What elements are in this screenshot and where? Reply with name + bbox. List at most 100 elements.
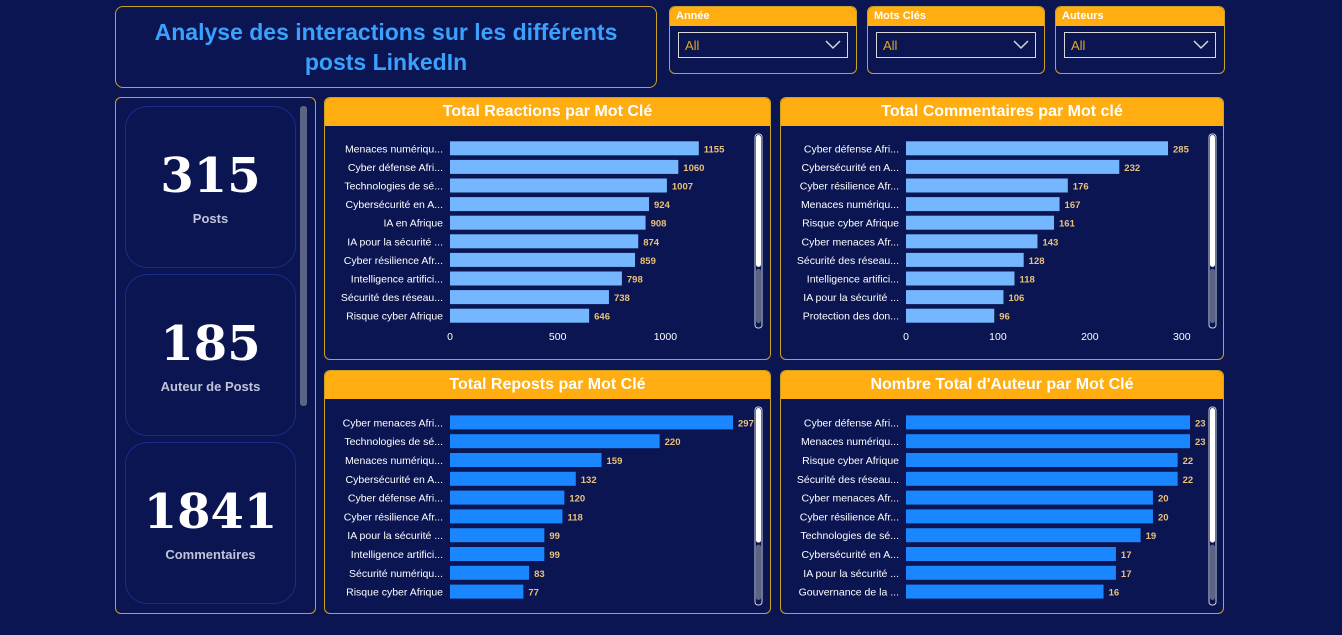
scrollbar-thumb[interactable] (1210, 135, 1215, 267)
kpi-auteurs-value: 185 (160, 315, 261, 372)
bar[interactable] (450, 234, 639, 249)
slicer-annee-dropdown[interactable]: All (678, 32, 848, 58)
kpi-scrollbar[interactable] (300, 106, 307, 406)
bar[interactable] (450, 490, 565, 505)
category-label: Menaces numériqu... (801, 436, 899, 448)
slicer-mots-cles-value: All (883, 37, 898, 53)
bar[interactable] (450, 528, 545, 543)
category-label: Cyber résilience Afr... (344, 255, 443, 267)
bar[interactable] (906, 415, 1190, 430)
data-label: 143 (1042, 237, 1058, 248)
data-label: 132 (581, 475, 597, 486)
category-label: IA en Afrique (383, 218, 443, 230)
bar[interactable] (906, 547, 1116, 561)
chart-title-commentaires: Total Commentaires par Mot clé (781, 98, 1223, 126)
bar[interactable] (906, 471, 1178, 486)
category-label: Cyber résilience Afr... (800, 511, 899, 523)
bar[interactable] (450, 434, 660, 449)
chart-panel-commentaires: Total Commentaires par Mot clé Cyber déf… (780, 97, 1224, 360)
scrollbar-track[interactable] (754, 133, 763, 329)
scrollbar-track[interactable] (1208, 406, 1217, 606)
bar[interactable] (450, 547, 545, 561)
tick-label: 1000 (654, 331, 678, 343)
bar[interactable] (450, 197, 650, 212)
data-label: 285 (1173, 144, 1190, 155)
data-label: 17 (1121, 569, 1132, 580)
data-label: 297 (738, 418, 754, 429)
tick-label: 200 (1081, 331, 1099, 343)
bar[interactable] (906, 290, 1004, 305)
scrollbar-track[interactable] (1208, 133, 1217, 329)
bar[interactable] (450, 252, 636, 267)
bar[interactable] (450, 290, 609, 305)
category-label: Menaces numériqu... (801, 199, 899, 211)
data-label: 77 (528, 588, 539, 599)
bar[interactable] (450, 453, 602, 467)
slicer-annee-label: Année (670, 7, 856, 26)
bar[interactable] (906, 159, 1120, 174)
scrollbar-thumb[interactable] (756, 408, 761, 543)
data-label: 1060 (683, 163, 704, 174)
bar[interactable] (450, 271, 622, 286)
tick-label: 500 (549, 331, 567, 343)
bar[interactable] (450, 178, 667, 193)
bar[interactable] (450, 584, 524, 599)
scrollbar-thumb[interactable] (1210, 408, 1215, 543)
data-label: 220 (665, 437, 681, 448)
bar[interactable] (450, 471, 576, 486)
category-label: Intelligence artifici... (807, 274, 899, 286)
bar[interactable] (450, 141, 699, 156)
bar[interactable] (906, 308, 995, 323)
bar[interactable] (450, 308, 590, 323)
data-label: 17 (1121, 550, 1132, 561)
bar[interactable] (906, 234, 1038, 249)
bar[interactable] (906, 584, 1104, 599)
data-label: 167 (1065, 200, 1081, 211)
category-label: Gouvernance de la ... (799, 587, 899, 599)
bar[interactable] (906, 528, 1141, 543)
category-label: Intelligence artifici... (351, 274, 443, 286)
dashboard-title-box: Analyse des interactions sur les différe… (115, 6, 657, 88)
slicer-mots-cles-dropdown[interactable]: All (876, 32, 1036, 58)
kpi-card-commentaires: 1841 Commentaires (125, 442, 296, 604)
category-label: Technologies de sé... (800, 530, 899, 542)
slicer-auteurs-value: All (1071, 37, 1086, 53)
data-label: 1007 (672, 182, 693, 193)
scrollbar-track[interactable] (754, 406, 763, 606)
bar[interactable] (906, 197, 1060, 212)
bar[interactable] (450, 565, 530, 580)
data-label: 22 (1183, 456, 1194, 467)
bar[interactable] (906, 565, 1116, 580)
category-label: Risque cyber Afrique (802, 218, 899, 230)
data-label: 83 (534, 569, 545, 580)
bar[interactable] (906, 434, 1190, 449)
category-label: IA pour la sécurité ... (803, 292, 899, 304)
kpi-auteurs-label: Auteur de Posts (160, 378, 261, 394)
bar[interactable] (906, 509, 1153, 524)
data-label: 646 (594, 312, 610, 323)
bar[interactable] (450, 159, 679, 174)
category-label: Cyber résilience Afr... (800, 181, 899, 193)
tick-label: 100 (989, 331, 1007, 343)
bar[interactable] (450, 509, 563, 524)
category-label: Cyber défense Afri... (348, 162, 443, 174)
data-label: 96 (999, 312, 1010, 323)
category-label: Cyber menaces Afr... (802, 493, 899, 505)
bar[interactable] (906, 178, 1068, 193)
bar[interactable] (450, 415, 733, 430)
scrollbar-thumb[interactable] (756, 135, 761, 267)
chart-panel-reactions: Total Reactions par Mot Clé Menaces numé… (324, 97, 771, 360)
tick-label: 300 (1173, 331, 1191, 343)
slicer-auteurs-dropdown[interactable]: All (1064, 32, 1216, 58)
kpi-card-posts: 315 Posts (125, 106, 296, 268)
bar[interactable] (906, 271, 1015, 286)
bar[interactable] (906, 252, 1024, 267)
category-label: Intelligence artifici... (351, 549, 443, 561)
bar[interactable] (906, 141, 1169, 156)
bar[interactable] (906, 490, 1153, 505)
category-label: Cyber menaces Afri... (343, 417, 443, 429)
bar[interactable] (906, 215, 1055, 230)
kpi-commentaires-label: Commentaires (165, 546, 256, 562)
bar[interactable] (906, 453, 1178, 467)
bar[interactable] (450, 215, 646, 230)
